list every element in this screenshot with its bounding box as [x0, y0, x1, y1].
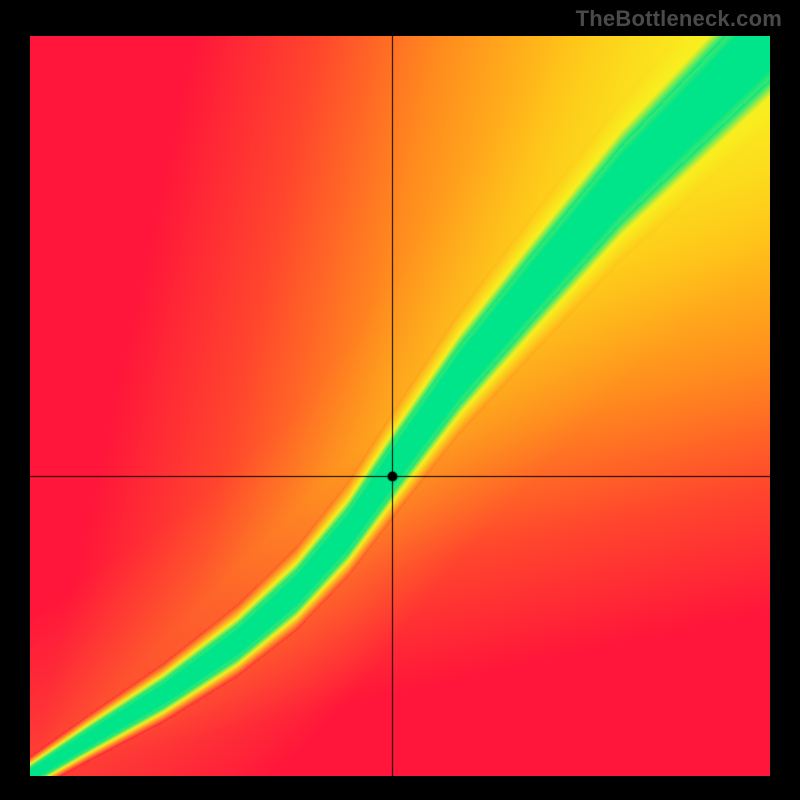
attribution-text: TheBottleneck.com: [576, 6, 782, 32]
heatmap-canvas: [30, 36, 770, 776]
chart-container: TheBottleneck.com: [0, 0, 800, 800]
heatmap-area: [30, 36, 770, 776]
